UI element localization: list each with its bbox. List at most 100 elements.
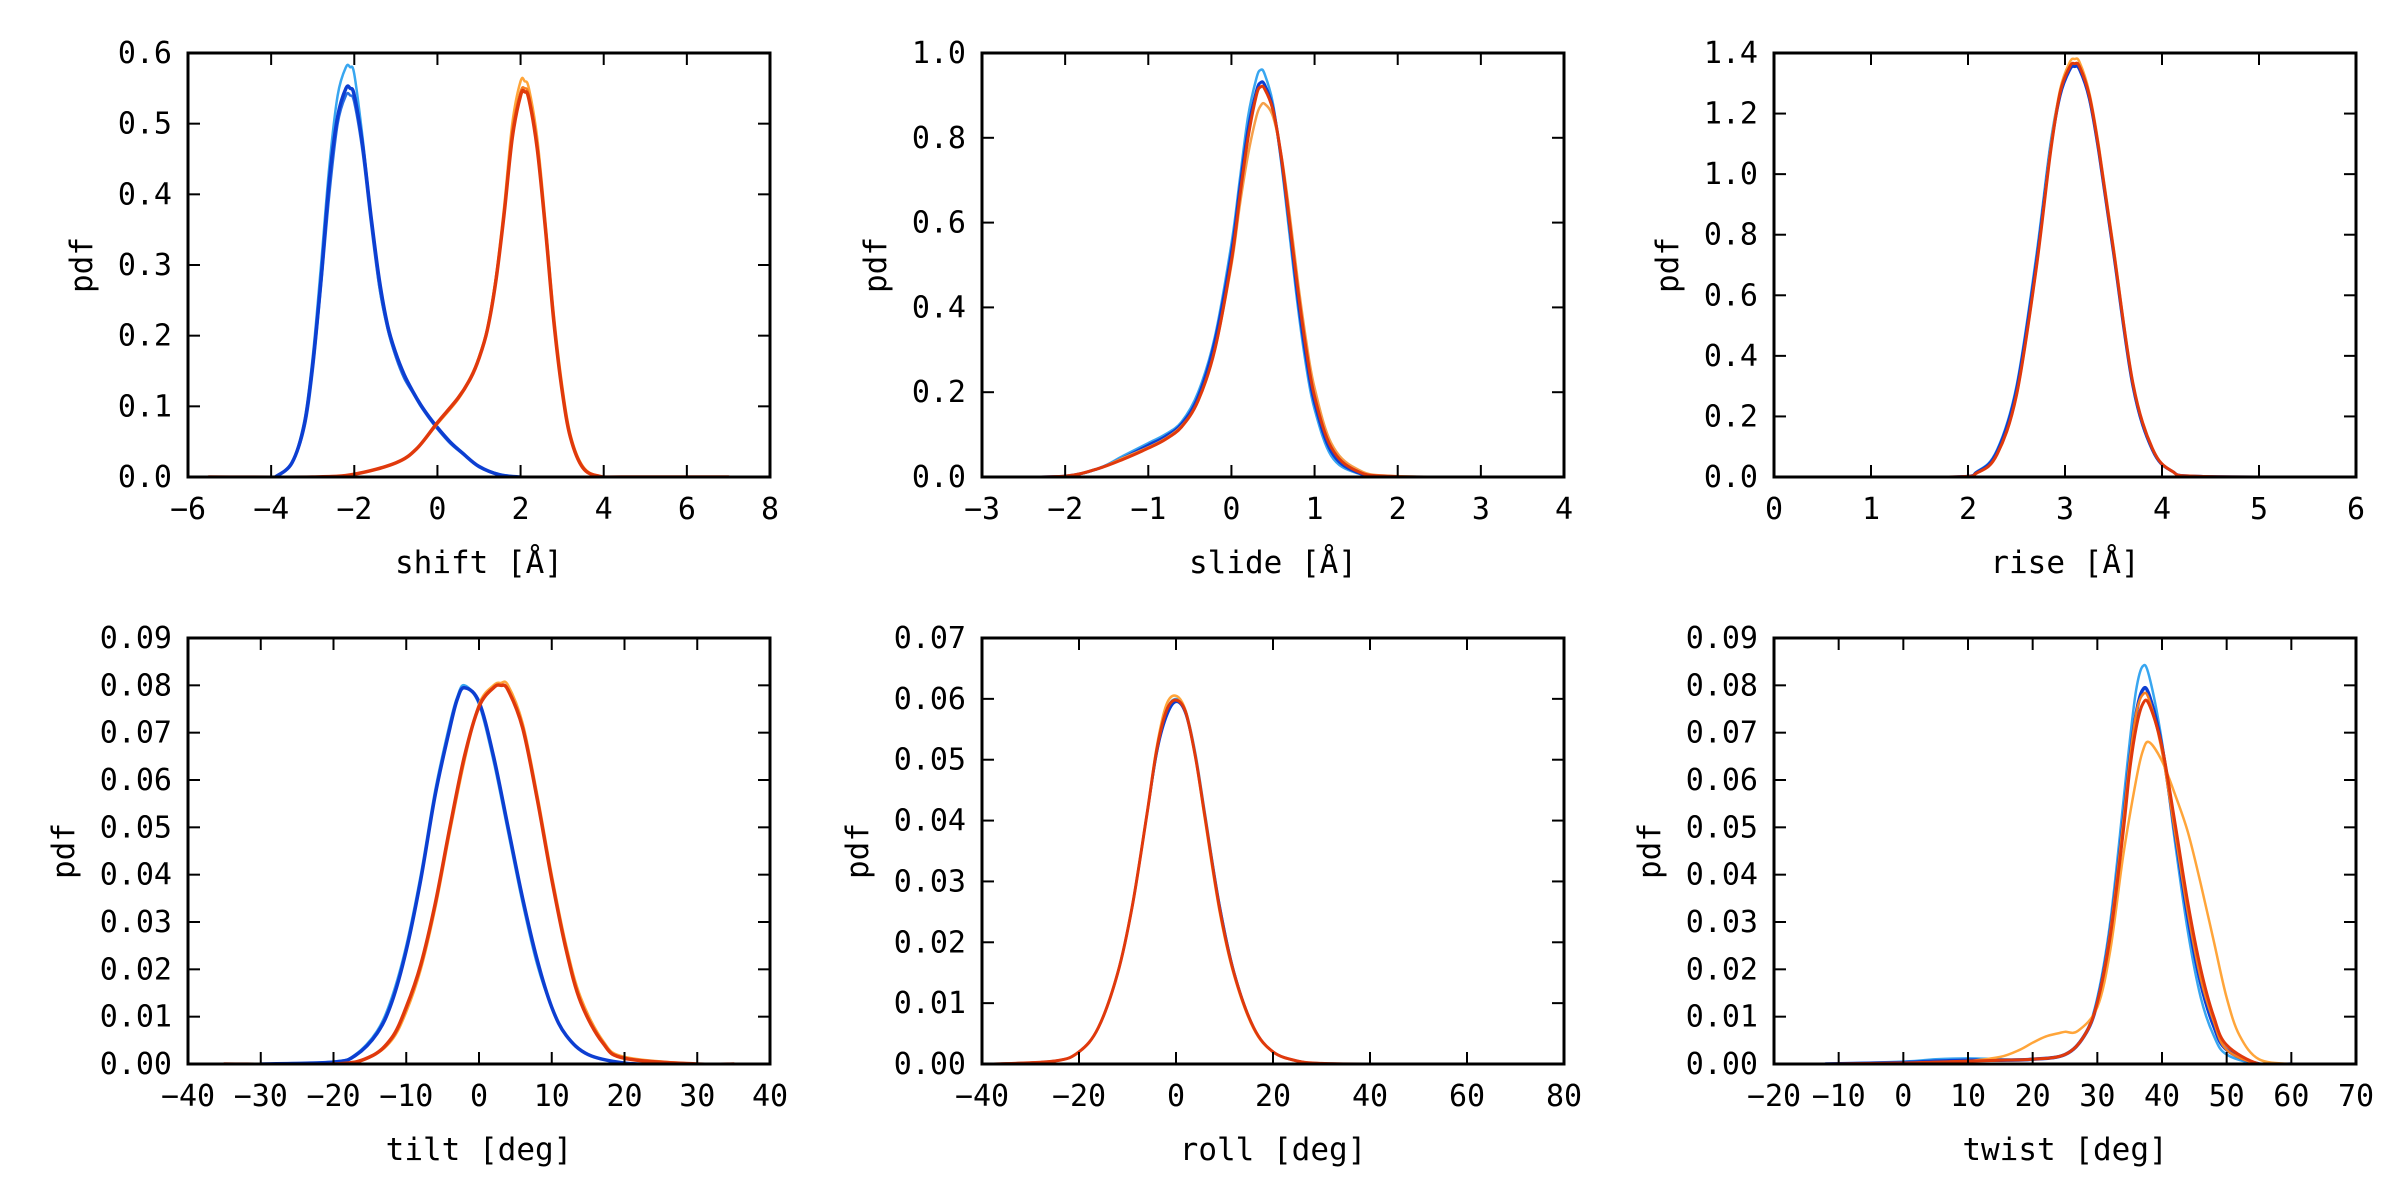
y-tick-label: 0.01 (100, 1000, 172, 1035)
panel-4: −40 −30 −20 −10 0 10 20 30 40 0.00 0.01 0.02 0.03 0.0… (46, 621, 788, 1168)
y-axis-label: pdf (858, 237, 894, 293)
y-tick-label: 0.08 (1686, 668, 1758, 703)
x-tick-label: 20 (2015, 1079, 2051, 1114)
x-tick-label: 5 (2250, 492, 2268, 527)
series-line-blue-2 (990, 700, 1469, 1064)
series-group (990, 694, 1469, 1064)
y-tick-label: 0.4 (118, 177, 172, 212)
x-tick-label: 1 (1862, 492, 1880, 527)
series-line-red-1 (222, 683, 736, 1064)
x-tick-label: −6 (170, 492, 206, 527)
x-tick-label: 0 (428, 492, 446, 527)
series-line-red-1 (207, 88, 731, 477)
series-group (207, 63, 731, 477)
x-tick-label: 0 (1765, 492, 1783, 527)
x-tick-label: −4 (253, 492, 289, 527)
panel-3: 0 1 2 3 4 5 6 0.0 0.2 0.4 0.6 0.8 1.0 1.2 1.4 rise [Å] p… (1650, 36, 2365, 581)
y-tick-label: 0.0 (1704, 460, 1758, 495)
series-group (1005, 68, 1564, 477)
x-tick-label: 50 (2209, 1079, 2245, 1114)
y-tick-label: 0.03 (894, 864, 966, 899)
series-line-red-1 (1824, 698, 2293, 1064)
y-tick-label: 0.4 (912, 290, 966, 325)
series-line-orange-1 (1824, 740, 2293, 1064)
y-tick-label: 0.8 (1704, 218, 1758, 253)
series-line-blue-1 (1774, 63, 2356, 477)
x-tick-label: 10 (1950, 1079, 1986, 1114)
y-axis-label: pdf (46, 823, 82, 879)
plot-frame (1772, 636, 2358, 1066)
y-tick-label: 0.05 (894, 743, 966, 778)
y-axis-label: pdf (1632, 823, 1668, 879)
x-tick-label: 0 (1222, 492, 1240, 527)
y-tick-label: 0.01 (894, 986, 966, 1021)
y-tick-label: 0.09 (1686, 621, 1758, 656)
series-line-blue-1 (259, 683, 663, 1064)
x-tick-label: −30 (234, 1079, 288, 1114)
x-tick-label: 2 (512, 492, 530, 527)
series-line-blue-2 (274, 91, 522, 477)
y-tick-label: 0.3 (118, 248, 172, 283)
series-group (1823, 663, 2294, 1064)
y-tick-label: 0.2 (1704, 399, 1758, 434)
series-line-blue-2 (1823, 685, 2294, 1064)
x-tick-label: 2 (1959, 492, 1977, 527)
series-line-blue-2 (1005, 80, 1564, 477)
y-tick-label: 0.0 (118, 460, 172, 495)
series-line-orange-1 (1774, 57, 2356, 477)
x-tick-label: −10 (379, 1079, 433, 1114)
x-tick-label: 60 (2273, 1079, 2309, 1114)
y-tick-label: 0.02 (1686, 952, 1758, 987)
series-line-blue-2 (1774, 64, 2356, 477)
y-tick-label: 0.5 (118, 107, 172, 142)
x-tick-label: 4 (2153, 492, 2171, 527)
series-line-blue-1 (274, 63, 522, 477)
y-tick-label: 1.4 (1704, 36, 1758, 71)
y-tick-label: 0.4 (1704, 339, 1758, 374)
x-tick-label: 30 (2079, 1079, 2115, 1114)
x-tick-label: 40 (752, 1079, 788, 1114)
x-tick-label: 40 (2144, 1079, 2180, 1114)
x-tick-label: 3 (1472, 492, 1490, 527)
series-line-blue-2 (259, 685, 663, 1064)
x-tick-label: −1 (1130, 492, 1166, 527)
y-tick-label: 0.00 (894, 1047, 966, 1082)
y-axis-label: pdf (64, 237, 100, 293)
series-line-orange-1 (990, 694, 1469, 1064)
x-tick-label: −20 (306, 1079, 360, 1114)
x-tick-label: −2 (1047, 492, 1083, 527)
y-tick-label: 0.01 (1686, 1000, 1758, 1035)
x-tick-label: −2 (336, 492, 372, 527)
y-tick-label: 0.07 (894, 621, 966, 656)
y-tick-label: 0.1 (118, 389, 172, 424)
series-line-red-1 (990, 698, 1469, 1064)
y-tick-label: 0.06 (1686, 763, 1758, 798)
panel-1: −6 −4 −2 0 2 4 6 8 0.0 0.1 0.2 0.3 0.4 0.5 0.6 shift [Å… (64, 36, 779, 581)
x-tick-label: 70 (2338, 1079, 2374, 1114)
x-tick-label: 6 (678, 492, 696, 527)
plot-frame (980, 636, 1566, 1066)
y-tick-label: 0.8 (912, 121, 966, 156)
plot-frame (186, 51, 772, 479)
x-tick-label: −10 (1812, 1079, 1866, 1114)
y-tick-label: 0.09 (100, 621, 172, 656)
y-tick-label: 0.07 (1686, 716, 1758, 751)
y-tick-label: 0.2 (912, 375, 966, 410)
y-tick-label: 0.00 (100, 1047, 172, 1082)
plot-frame (980, 51, 1566, 479)
y-tick-label: 0.02 (894, 925, 966, 960)
x-tick-label: 4 (595, 492, 613, 527)
x-tick-label: 10 (534, 1079, 570, 1114)
panel-2: −3 −2 −1 0 1 2 3 4 0.0 0.2 0.4 0.6 0.8 1.0 slide [Å] pd… (858, 36, 1573, 581)
x-tick-label: 8 (761, 492, 779, 527)
x-tick-label: −20 (1052, 1079, 1106, 1114)
y-tick-label: 0.04 (894, 804, 966, 839)
y-tick-label: 1.0 (912, 36, 966, 71)
y-tick-label: 0.07 (100, 716, 172, 751)
x-tick-label: 20 (1255, 1079, 1291, 1114)
y-tick-label: 1.2 (1704, 97, 1758, 132)
series-line-orange-1 (207, 76, 730, 477)
x-tick-label: 60 (1449, 1079, 1485, 1114)
x-tick-label: 2 (1389, 492, 1407, 527)
